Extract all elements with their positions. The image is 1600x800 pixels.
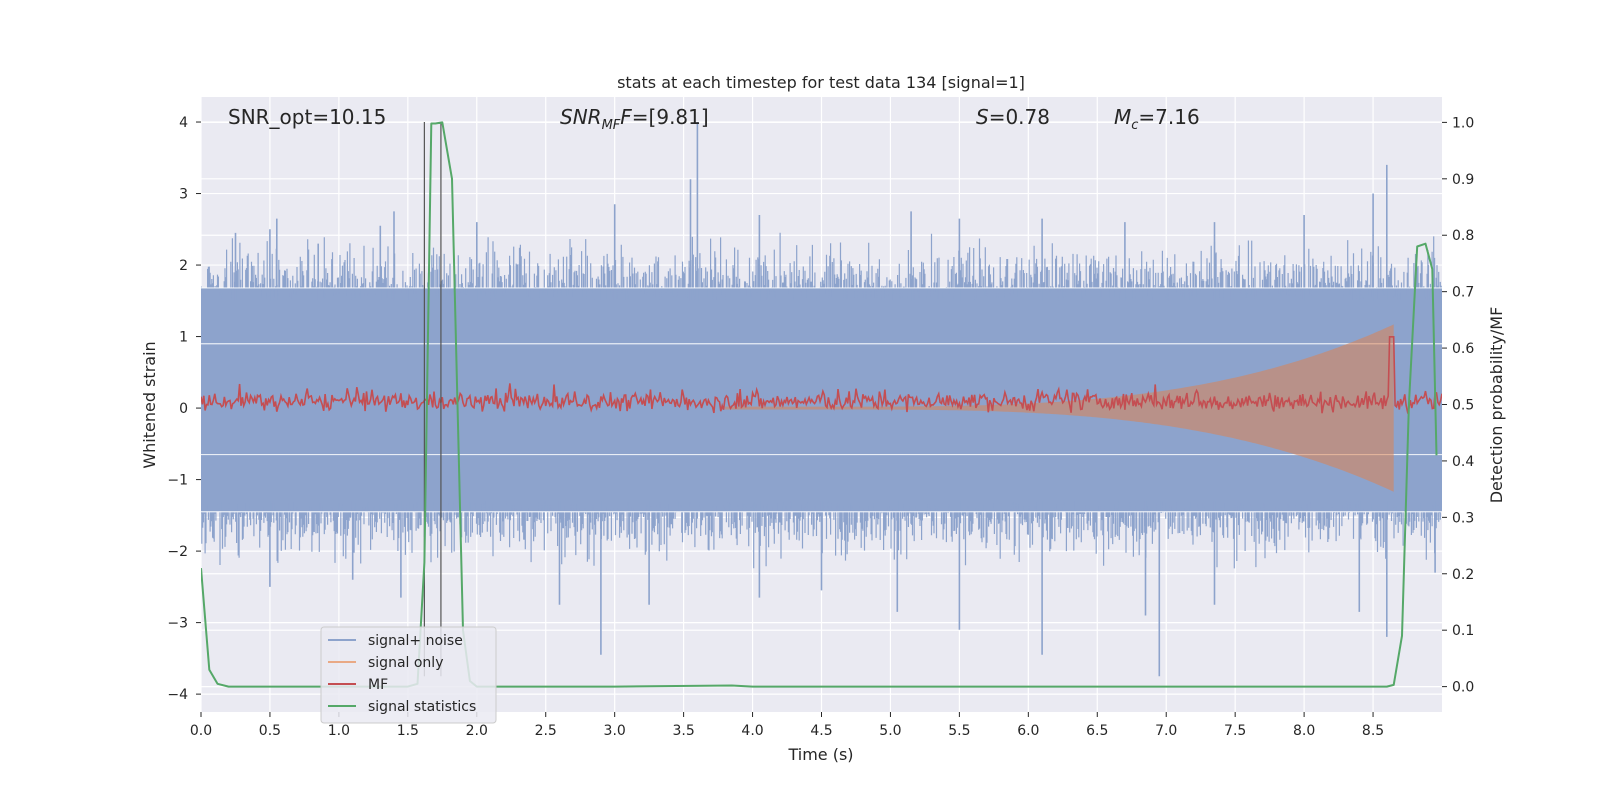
x-tick-label: 8.5 — [1362, 723, 1384, 739]
y-axis-title: Whitened strain — [140, 341, 159, 468]
x-tick-label: 8.0 — [1293, 723, 1315, 739]
snr-opt-annotation: SNR_opt=10.15 — [228, 105, 386, 129]
y-tick-label: 3 — [179, 187, 188, 203]
y-tick-label: −4 — [167, 687, 188, 703]
y-right-tick-label: 0.7 — [1452, 285, 1474, 301]
y-right-tick-label: 0.6 — [1452, 341, 1474, 357]
mf-series — [201, 336, 1442, 415]
mc-value: =7.16 — [1138, 105, 1199, 129]
mc-symbol: M — [1114, 105, 1131, 129]
x-tick-label: 7.5 — [1224, 723, 1246, 739]
x-tick-label: 5.5 — [948, 723, 970, 739]
legend-label-signal-noise: signal+ noise — [368, 633, 463, 649]
x-tick-label: 4.5 — [810, 723, 832, 739]
y-right-tick-label: 0.4 — [1452, 454, 1474, 470]
noise-spikes — [234, 122, 1436, 677]
x-tick-label: 0.5 — [259, 723, 281, 739]
x-tick-label: 2.0 — [466, 723, 488, 739]
legend-box — [320, 626, 497, 724]
x-axis-ticks: 0.0 0.5 1.0 1.5 2.0 2.5 3.0 3.5 4.0 4.5 5.0 5.5 6.0 6… — [190, 712, 1384, 739]
y-tick-label: 2 — [179, 258, 188, 274]
x-tick-label: 5.0 — [879, 723, 901, 739]
s-symbol: S — [976, 105, 989, 129]
y-right-tick-label: 1.0 — [1452, 115, 1474, 131]
mc-annotation: Mc=7.16 — [1114, 105, 1200, 133]
x-tick-label: 1.0 — [328, 723, 350, 739]
snr-mf-f: F — [620, 105, 632, 129]
y-tick-label: −1 — [167, 473, 188, 489]
y-right-axis-title: Detection probability/MF — [1487, 307, 1506, 504]
y-tick-label: −3 — [167, 616, 188, 632]
x-tick-label: 3.0 — [604, 723, 626, 739]
y-tick-label: −2 — [167, 544, 188, 560]
y-right-tick-label: 0.9 — [1452, 172, 1474, 188]
mc-subscript: c — [1131, 118, 1138, 133]
legend: signal+ noise signal only MF signal stat… — [320, 626, 497, 724]
y-right-tick-label: 0.8 — [1452, 228, 1474, 244]
y-tick-label: 0 — [179, 401, 188, 417]
y-axis-ticks: 4 3 2 1 0 −1 −2 −3 −4 — [167, 115, 201, 703]
x-tick-label: 0.0 — [190, 723, 212, 739]
signal-only-series — [725, 324, 1394, 492]
y-right-tick-label: 0.1 — [1452, 623, 1474, 639]
y-right-tick-label: 0.5 — [1452, 398, 1474, 414]
snr-mf-prefix: SNR — [560, 105, 602, 129]
snr-mf-subscript: MF — [602, 118, 621, 133]
y-right-tick-label: 0.0 — [1452, 680, 1474, 696]
y-tick-label: 1 — [179, 330, 188, 346]
y-right-tick-label: 0.2 — [1452, 567, 1474, 583]
y-tick-label: 4 — [179, 115, 188, 131]
s-value: =0.78 — [989, 105, 1050, 129]
x-tick-label: 2.5 — [535, 723, 557, 739]
y-right-axis-ticks: 1.0 0.9 0.8 0.7 0.6 0.5 0.4 0.3 0.2 0.1 0.0 — [1442, 115, 1474, 696]
x-tick-label: 6.0 — [1017, 723, 1039, 739]
y-right-tick-label: 0.3 — [1452, 510, 1474, 526]
x-tick-label: 1.5 — [397, 723, 419, 739]
legend-label-signal-statistics: signal statistics — [368, 699, 476, 715]
x-tick-label: 4.0 — [741, 723, 763, 739]
signal-only-envelope — [725, 324, 1394, 492]
mf-line — [201, 336, 1442, 415]
legend-label-signal-only: signal only — [368, 655, 443, 671]
x-tick-label: 7.0 — [1155, 723, 1177, 739]
chart-title: stats at each timestep for test data 134… — [617, 73, 1025, 92]
s-annotation: S=0.78 — [976, 105, 1050, 129]
legend-label-mf: MF — [368, 677, 388, 693]
snr-mf-annotation: SNRMFF=[9.81] — [560, 105, 709, 133]
vertical-markers — [423, 122, 442, 677]
x-tick-label: 6.5 — [1086, 723, 1108, 739]
x-tick-label: 3.5 — [672, 723, 694, 739]
x-axis-title: Time (s) — [787, 745, 853, 764]
snr-mf-value: =[9.81] — [632, 105, 709, 129]
